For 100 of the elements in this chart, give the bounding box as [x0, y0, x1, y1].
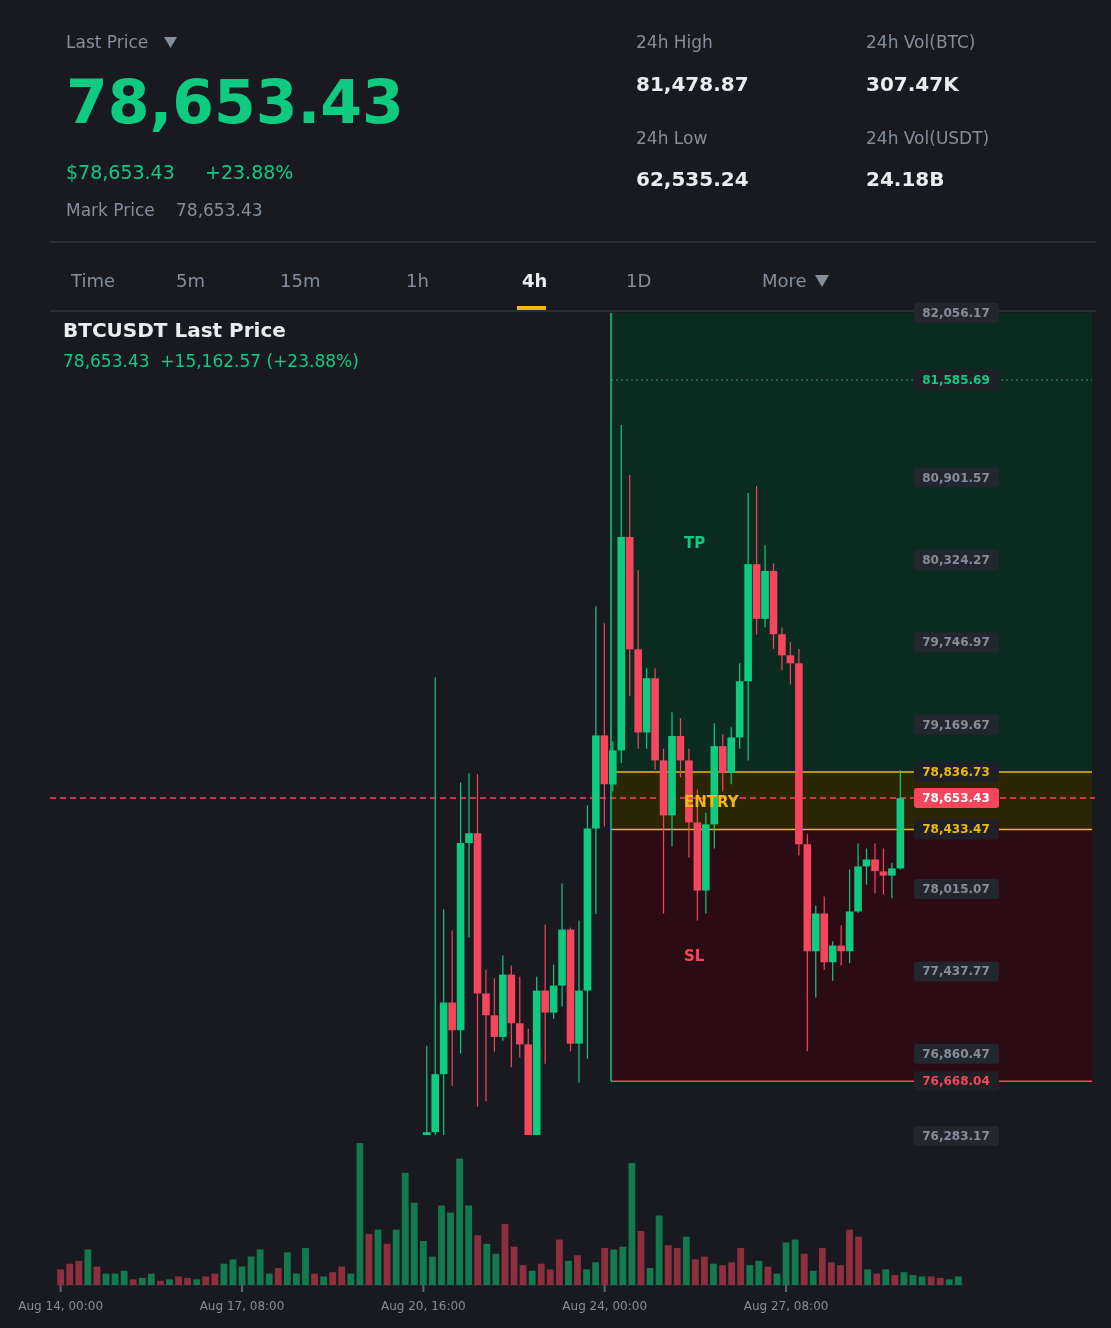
text: +23.88% [205, 161, 294, 183]
ref-line-label: 76,668.04 [922, 1074, 990, 1089]
bar [120, 1270, 128, 1285]
bar [927, 1276, 935, 1285]
candlestick [879, 847, 888, 896]
bar [410, 1202, 418, 1285]
bar [719, 1265, 726, 1285]
text: 62,535.24 [636, 167, 749, 191]
bar [329, 1272, 337, 1285]
text: 81,478.87 [636, 72, 749, 96]
bar [447, 1212, 454, 1285]
bar [147, 1273, 155, 1285]
bar [311, 1273, 318, 1285]
bar [610, 1249, 618, 1285]
text: Mark Price [66, 200, 155, 220]
bar [283, 1252, 291, 1285]
bar [438, 1205, 445, 1285]
y-tick-label: 79,746.97 [922, 635, 990, 650]
bar [220, 1263, 228, 1285]
bar [546, 1269, 554, 1285]
text: 24h Vol(USDT) [866, 128, 990, 148]
bar [601, 1248, 609, 1285]
ref-line-label: 78,653.43 [922, 791, 990, 806]
bar [673, 1248, 681, 1285]
bar [864, 1269, 872, 1285]
bar [818, 1248, 826, 1285]
candlestick [786, 641, 795, 686]
text: More [762, 270, 807, 291]
bar [229, 1259, 237, 1285]
candlestick [862, 847, 871, 886]
text: $78,653.43 [66, 161, 175, 183]
text: Time [70, 270, 116, 291]
bar [936, 1277, 944, 1285]
bar [474, 1235, 482, 1285]
y-tick-label: 82,056.17 [922, 306, 990, 320]
x-tick-label: Aug 14, 00:00 [18, 1299, 104, 1313]
candlestick [837, 925, 845, 967]
bar [900, 1272, 908, 1285]
bar [574, 1255, 581, 1285]
text: 5m [176, 270, 205, 291]
bar [873, 1273, 881, 1285]
bar [954, 1276, 962, 1285]
bar [265, 1273, 273, 1285]
y-tick-label: 76,860.47 [922, 1046, 990, 1061]
y-tick-label: 78,015.07 [922, 882, 990, 897]
bar [755, 1260, 763, 1285]
bar [302, 1248, 309, 1285]
candlestick [871, 842, 879, 894]
text: Last Price [66, 32, 149, 52]
bar [837, 1265, 844, 1285]
bar [492, 1253, 500, 1285]
bar [728, 1262, 736, 1285]
candlestick [778, 626, 786, 671]
candlestick [515, 976, 524, 1059]
bar [138, 1277, 146, 1285]
text: 4h [522, 270, 548, 291]
bar [57, 1269, 65, 1285]
bar [256, 1249, 264, 1285]
bar [338, 1266, 346, 1285]
candlestick [465, 772, 473, 939]
bar [537, 1263, 545, 1285]
bar [274, 1267, 282, 1285]
y-tick-label: 79,169.67 [922, 717, 990, 732]
bar [846, 1229, 853, 1285]
candlestick [422, 1045, 431, 1136]
y-tick-label: 77,437.77 [922, 964, 990, 979]
bar [655, 1215, 663, 1285]
bar [84, 1249, 92, 1285]
text: 1D [626, 270, 652, 291]
candlestick [541, 924, 549, 1065]
bar [918, 1276, 926, 1285]
bar [419, 1240, 427, 1285]
ref-line-label: 81,585.69 [922, 373, 990, 388]
candlestick [482, 969, 490, 1102]
bar [429, 1256, 436, 1285]
bar [320, 1276, 328, 1285]
bar [710, 1263, 717, 1285]
bar [583, 1269, 590, 1285]
bar [882, 1269, 890, 1285]
text: 15m [280, 270, 321, 291]
bar [809, 1270, 817, 1285]
bar [519, 1265, 527, 1285]
text: 78,653.43 [66, 67, 404, 137]
bar [293, 1273, 300, 1285]
bar [592, 1262, 600, 1285]
ref-line-label: 78,836.73 [922, 764, 990, 779]
candlestick [888, 862, 896, 899]
bar [356, 1143, 364, 1285]
bar [664, 1245, 672, 1285]
text: 24h Vol(BTC) [866, 32, 976, 52]
bar [166, 1279, 173, 1285]
ref-line-label: 78,433.47 [922, 822, 990, 837]
bar [483, 1243, 491, 1285]
y-tick-label: 80,901.57 [922, 470, 990, 485]
bar [691, 1259, 699, 1285]
bar [555, 1239, 563, 1285]
bar [800, 1253, 808, 1285]
text: 24.18B [866, 167, 945, 191]
bar [737, 1248, 745, 1285]
bar [75, 1260, 83, 1285]
